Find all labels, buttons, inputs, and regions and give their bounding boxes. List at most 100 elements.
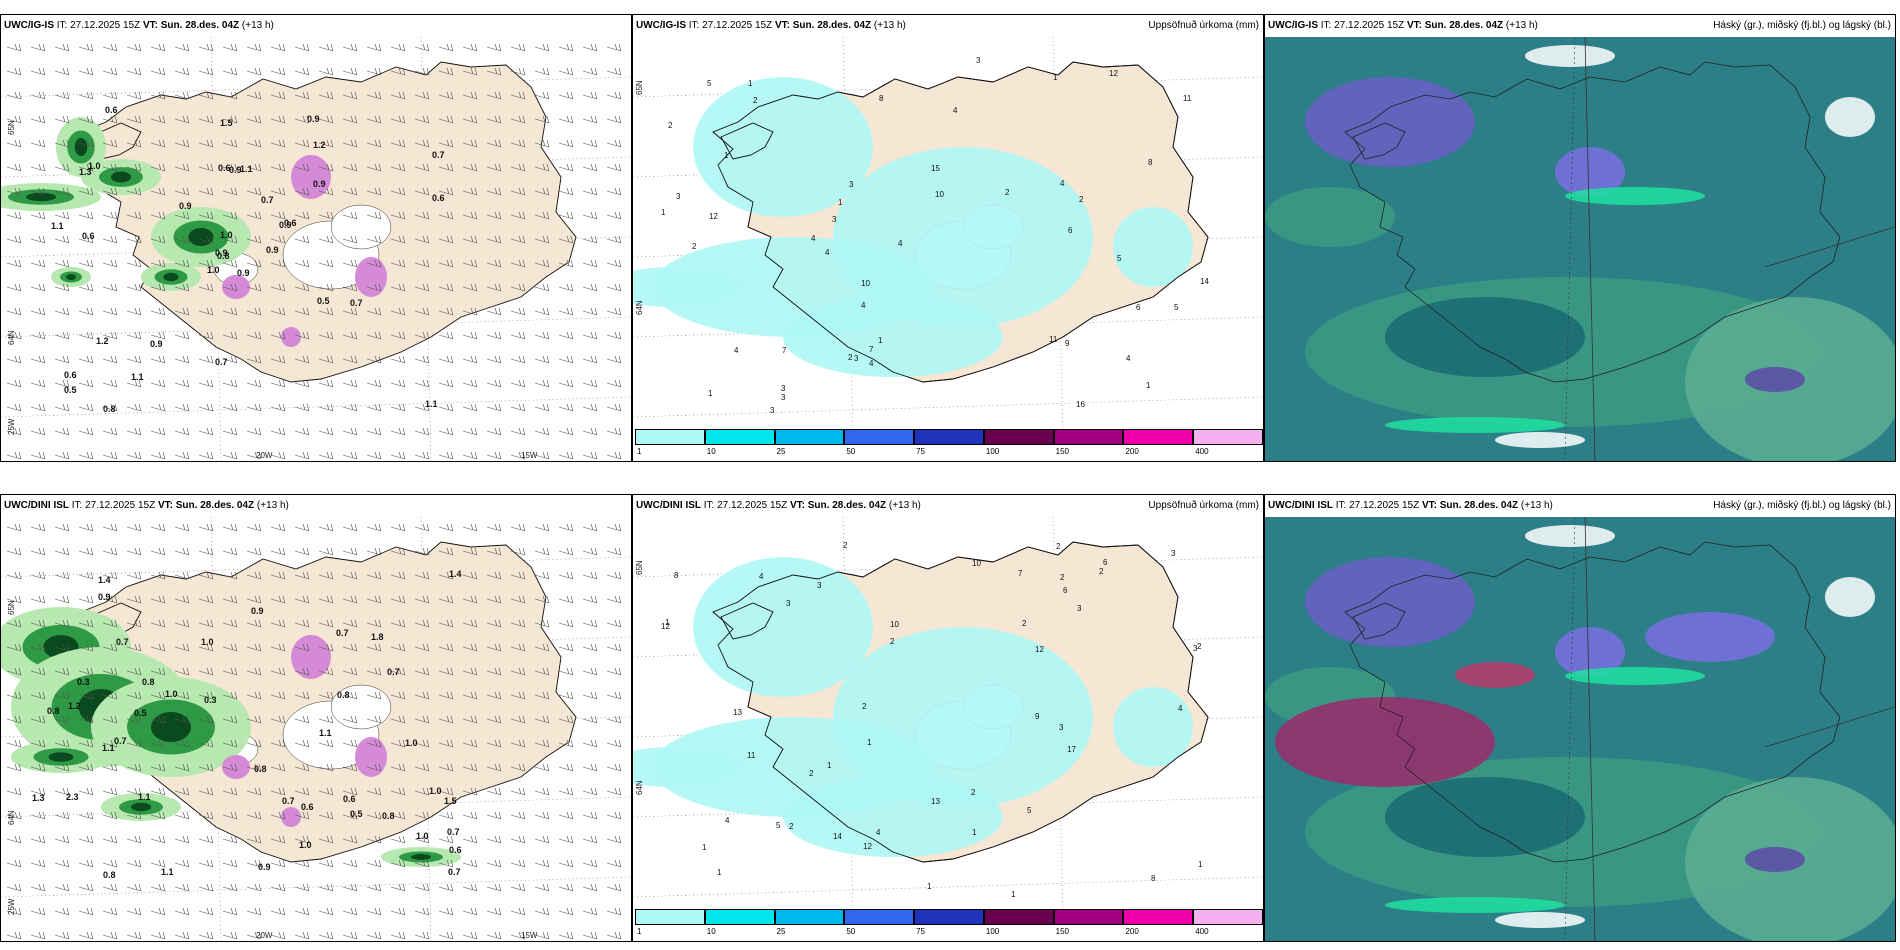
wind-barb [438, 163, 454, 172]
wind-barb [342, 307, 358, 316]
colorbar-tick: 150 [1055, 447, 1070, 456]
wind-barb [414, 211, 430, 220]
init-time: 27.12.2025 15Z [1334, 20, 1405, 31]
precip-total: 3 [781, 384, 786, 393]
wind-barb [30, 451, 46, 460]
snow-area [291, 155, 331, 199]
wind-barb [102, 139, 118, 148]
wind-barb [126, 211, 142, 220]
wind-barb [246, 139, 262, 148]
glacier [330, 204, 392, 250]
wind-barb [270, 451, 286, 460]
lead-time: (+13 h) [873, 20, 906, 31]
wind-barb [414, 67, 430, 76]
wind-barb [102, 67, 118, 76]
cloud-area [1645, 612, 1775, 662]
init-time: 27.12.2025 15Z [85, 500, 156, 511]
axis-label: 64N [635, 300, 644, 315]
wind-barb [174, 787, 190, 796]
precip-total: 15 [931, 164, 940, 173]
wind-barb [366, 451, 382, 460]
wind-barb [126, 691, 142, 700]
wind-barb [366, 715, 382, 724]
wind-barb [198, 787, 214, 796]
axis-label: 64N [7, 330, 16, 345]
wind-barb [318, 163, 334, 172]
wind-barb [270, 355, 286, 364]
wind-barb [486, 451, 502, 460]
colorbar-tick: 50 [846, 927, 856, 936]
wind-barb [174, 43, 190, 52]
wind-barb [438, 643, 454, 652]
precip-total: 1 [827, 761, 832, 770]
wind-barb [174, 859, 190, 868]
precip-value: 1.4 [98, 575, 111, 585]
wind-barb [510, 667, 526, 676]
wind-barb [294, 619, 310, 628]
precip-value: 0.9 [215, 248, 228, 258]
wind-barb [198, 859, 214, 868]
wind-barb [294, 811, 310, 820]
wind-barb [126, 235, 142, 244]
wind-barb [366, 859, 382, 868]
wind-barb [534, 163, 550, 172]
colorbar-segment [635, 429, 705, 445]
colorbar-tick: 150 [1055, 927, 1070, 936]
colorbar-segment [983, 429, 1054, 445]
wind-barb [366, 115, 382, 124]
wind-barb [174, 379, 190, 388]
wind-barb [390, 67, 406, 76]
wind-barb [222, 43, 238, 52]
wind-barb [102, 571, 118, 580]
model-name: UWC/DINI ISL [1268, 500, 1333, 511]
wind-barb [414, 403, 430, 412]
wind-barb [342, 427, 358, 436]
wind-barb [270, 523, 286, 532]
wind-barb [318, 883, 334, 892]
wind-barb [294, 547, 310, 556]
wind-barb [558, 907, 574, 916]
precip-total: 8 [879, 94, 884, 103]
colorbar-tick: 1 [637, 447, 642, 456]
wind-barb [342, 379, 358, 388]
wind-barb [246, 451, 262, 460]
wind-barb [366, 667, 382, 676]
wind-barb [126, 43, 142, 52]
wind-barb [510, 163, 526, 172]
precip-total: 2 [753, 96, 758, 105]
precip-value: 0.9 [229, 165, 242, 175]
precip-value: 0.7 [116, 637, 129, 647]
wind-barb [534, 187, 550, 196]
wind-barb [198, 523, 214, 532]
colorbar-tick: 200 [1125, 447, 1139, 456]
precip-value: 0.6 [82, 231, 95, 241]
wind-barb [342, 163, 358, 172]
precip-total: 3 [1077, 604, 1082, 613]
wind-barb [294, 523, 310, 532]
wind-barb [198, 835, 214, 844]
wind-barb [6, 811, 22, 820]
wind-barb [150, 883, 166, 892]
precip-total: 3 [832, 215, 837, 224]
wind-barb [414, 331, 430, 340]
meridian [1564, 37, 1576, 461]
wind-barb [366, 163, 382, 172]
wind-barb [510, 235, 526, 244]
wind-barb [270, 859, 286, 868]
wind-barb [54, 235, 70, 244]
wind-barb [270, 283, 286, 292]
westfjords-coast [720, 122, 774, 160]
westfjords-coast [1352, 122, 1406, 160]
precip-value: 0.6 [105, 105, 118, 115]
precip-total: 4 [1178, 704, 1183, 713]
precip-total: 1 [717, 868, 722, 877]
wind-barb [54, 211, 70, 220]
wind-barb [270, 763, 286, 772]
wind-barb [510, 379, 526, 388]
wind-barb [6, 67, 22, 76]
wind-barb [438, 667, 454, 676]
wind-barb [246, 739, 262, 748]
cloud-area [1745, 847, 1805, 872]
wind-barb [102, 739, 118, 748]
precip-value: 0.8 [142, 677, 155, 687]
